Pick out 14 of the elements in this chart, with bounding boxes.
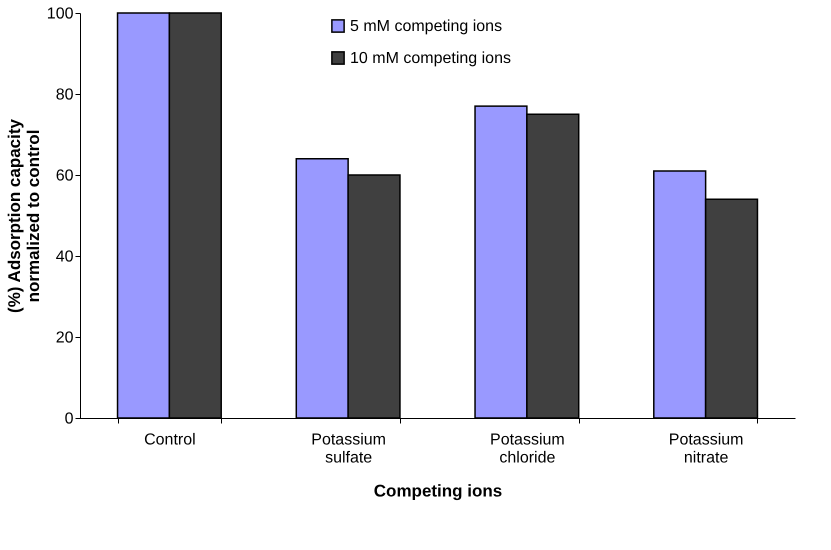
y-tick-label: 80 (56, 86, 74, 104)
y-tick-label: 60 (56, 168, 74, 184)
legend-label: 5 mM competing ions (350, 18, 502, 35)
legend-label: 10 mM competing ions (350, 50, 511, 67)
y-tick-label: 0 (64, 410, 74, 428)
x-axis-title: Competing ions (374, 482, 502, 500)
y-tick-label: 40 (56, 248, 74, 266)
y-tick-label: 20 (56, 330, 74, 346)
x-tick-label: Control (144, 432, 196, 448)
x-tick-label: Potassium chloride (490, 432, 565, 466)
x-tick-label: Potassium nitrate (668, 432, 744, 466)
y-tick-label: 100 (46, 6, 74, 22)
y-axis-title: (%) Adsorption capacity normalized to control (4, 118, 43, 313)
x-tick-label: Potassium sulfate (311, 432, 386, 466)
